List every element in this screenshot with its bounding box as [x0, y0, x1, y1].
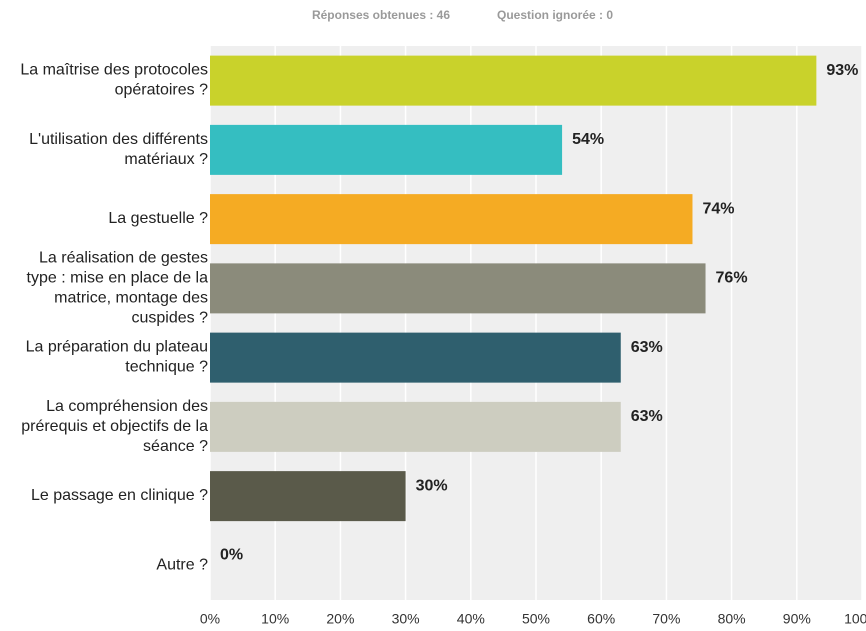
- value-label: 93%: [826, 62, 858, 79]
- value-label: 0%: [220, 547, 243, 564]
- category-label: La maîtrise des protocoles opératoires ?: [20, 62, 208, 99]
- x-tick-label: 20%: [326, 611, 354, 627]
- ignored-count: Question ignorée : 0: [497, 8, 613, 22]
- responses-count: Réponses obtenues : 46: [312, 8, 450, 22]
- bar: [210, 194, 693, 245]
- x-tick-label: 0%: [200, 611, 220, 627]
- bar: [210, 55, 817, 106]
- bar: [210, 401, 621, 452]
- x-tick-label: 30%: [392, 611, 420, 627]
- x-tick-label: 40%: [457, 611, 485, 627]
- value-label: 54%: [572, 131, 604, 148]
- value-label: 76%: [716, 270, 748, 287]
- bar: [210, 124, 563, 175]
- x-tick-label: 100%: [844, 611, 866, 627]
- bar: [210, 332, 621, 383]
- bar: [210, 263, 706, 314]
- bar: [210, 471, 406, 522]
- category-label: La réalisation de gestes type : mise en …: [22, 250, 208, 327]
- x-tick-label: 70%: [652, 611, 680, 627]
- category-label: La compréhension des prérequis et object…: [17, 398, 208, 455]
- x-tick-label: 60%: [587, 611, 615, 627]
- category-label: La préparation du plateau technique ?: [26, 339, 208, 376]
- category-label: L'utilisation des différents matériaux ?: [29, 131, 208, 168]
- x-tick-label: 10%: [261, 611, 289, 627]
- category-label: Le passage en clinique ?: [31, 487, 208, 504]
- value-label: 63%: [631, 408, 663, 425]
- x-tick-label: 50%: [522, 611, 550, 627]
- value-label: 74%: [702, 200, 734, 217]
- value-label: 63%: [631, 339, 663, 356]
- category-label: Autre ?: [156, 557, 208, 574]
- category-label: La gestuelle ?: [108, 210, 208, 227]
- x-tick-label: 90%: [783, 611, 811, 627]
- value-label: 30%: [416, 477, 448, 494]
- x-tick-label: 80%: [718, 611, 746, 627]
